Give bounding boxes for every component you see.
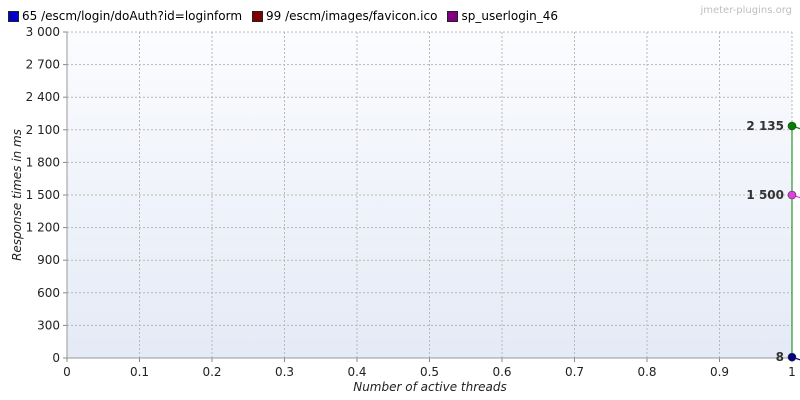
legend-swatch	[447, 10, 459, 22]
x-tick-label: 0.7	[565, 365, 584, 379]
data-label: 8	[776, 350, 784, 364]
series-point	[787, 190, 797, 200]
legend-label: sp_userlogin_46	[461, 9, 559, 23]
x-tick-label: 0.2	[202, 365, 221, 379]
y-tick-label: 600	[37, 286, 60, 300]
x-tick-label: 0.1	[130, 365, 149, 379]
axes: 0 300 600 900 1 200 1 500 1 800 2 100 2 400 2 700…	[26, 25, 796, 379]
data-label: 2 135	[746, 119, 784, 133]
legend-item: 99 /escm/images/favicon.ico	[252, 9, 437, 23]
x-tick-label: 0.3	[275, 365, 294, 379]
legend-label: 99 /escm/images/favicon.ico	[266, 9, 438, 23]
legend-label: 65 /escm/login/doAuth?id=loginform	[22, 9, 243, 23]
series-point	[787, 352, 797, 362]
legend-item: 65 /escm/login/doAuth?id=loginform	[8, 9, 242, 23]
x-tick-label: 0	[63, 365, 71, 379]
legend-swatch	[8, 10, 19, 22]
x-tick-label: 1	[788, 365, 796, 379]
y-tick-label: 3 000	[26, 25, 60, 39]
x-tick-label: 0.4	[347, 365, 366, 379]
y-tick-label: 900	[37, 253, 60, 267]
y-tick-label: 2 400	[26, 90, 60, 104]
series-layer: 2 135 1 500 8	[746, 119, 800, 364]
legend: 65 /escm/login/doAuth?id=loginform 99 /es…	[8, 6, 558, 26]
y-tick-label: 0	[52, 351, 60, 365]
watermark: jmeter-plugins.org	[700, 5, 792, 16]
y-tick-label: 1 800	[26, 155, 60, 169]
x-tick-label: 0.6	[492, 365, 511, 379]
grid	[67, 31, 793, 358]
x-tick-label: 0.5	[420, 365, 439, 379]
y-tick-label: 1 500	[26, 188, 60, 202]
data-label: 1 500	[746, 188, 784, 202]
y-tick-label: 2 100	[26, 123, 60, 137]
series-point	[787, 121, 797, 131]
y-tick-label: 300	[37, 318, 60, 332]
y-tick-label: 2 700	[26, 58, 60, 72]
legend-swatch	[252, 10, 264, 22]
x-tick-label: 0.8	[637, 365, 656, 379]
y-tick-label: 1 200	[26, 221, 60, 235]
y-axis-label: Response times in ms	[10, 129, 24, 261]
x-tick-label: 0.9	[710, 365, 729, 379]
x-axis-label: Number of active threads	[353, 380, 507, 394]
legend-item: sp_userlogin_46	[447, 9, 558, 23]
